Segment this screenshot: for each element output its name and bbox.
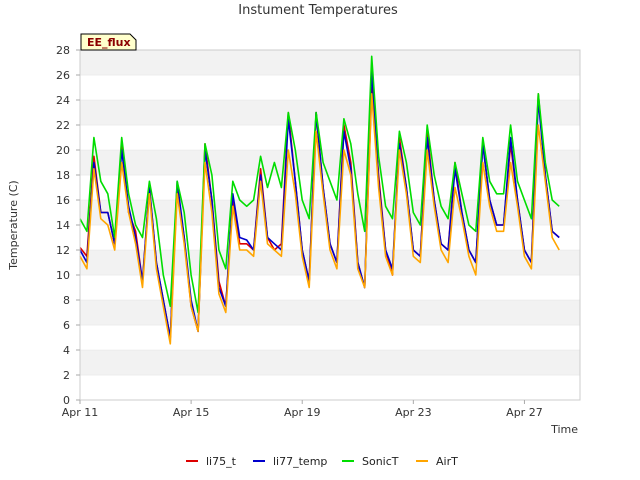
grid-band: [79, 299, 581, 326]
grid-band: [79, 49, 581, 76]
legend: li75_t li77_temp SonicT AirT: [186, 455, 458, 468]
legend-label-airt: AirT: [436, 455, 458, 468]
flux-badge: EE_flux: [80, 33, 137, 51]
y-tick-label: 12: [56, 244, 70, 257]
grid-band: [79, 74, 581, 101]
grid-band: [79, 149, 581, 176]
y-tick-label: 24: [56, 94, 70, 107]
y-tick-label: 6: [63, 319, 70, 332]
grid-band: [79, 324, 581, 351]
y-tick-label: 22: [56, 119, 70, 132]
y-tick-label: 16: [56, 194, 70, 207]
y-tick-label: 26: [56, 69, 70, 82]
x-tick-label: Apr 11: [62, 406, 99, 419]
legend-label-li77-temp: li77_temp: [273, 455, 327, 468]
grid-band: [79, 349, 581, 376]
x-tick-label: Apr 23: [395, 406, 432, 419]
grid-band: [79, 374, 581, 401]
y-tick-label: 0: [63, 394, 70, 407]
x-tick-label: Apr 15: [173, 406, 210, 419]
grid-band: [79, 124, 581, 151]
y-tick-label: 10: [56, 269, 70, 282]
legend-label-li75-t: li75_t: [206, 455, 237, 468]
series-line-airt: [79, 93, 560, 345]
series-line-sonict: [79, 55, 560, 314]
badge-label: EE_flux: [87, 36, 131, 49]
y-tick-label: 18: [56, 169, 70, 182]
y-tick-label: 28: [56, 44, 70, 57]
x-axis: Apr 11 Apr 15 Apr 19 Apr 23 Apr 27: [62, 400, 543, 419]
x-axis-title: Time: [550, 423, 578, 436]
y-tick-label: 4: [63, 344, 70, 357]
grid-band: [79, 99, 581, 126]
grid-bands: [79, 49, 581, 401]
badge-box: [80, 33, 137, 51]
y-tick-label: 20: [56, 144, 70, 157]
y-tick-label: 8: [63, 294, 70, 307]
legend-label-sonict: SonicT: [362, 455, 399, 468]
x-tick-label: Apr 19: [284, 406, 321, 419]
y-tick-label: 2: [63, 369, 70, 382]
y-axis-title: Temperature (C): [7, 180, 20, 270]
series-line-li77-temp: [79, 68, 560, 339]
grid-band: [79, 274, 581, 301]
chart-title: Instument Temperatures: [238, 3, 398, 18]
y-tick-label: 14: [56, 219, 70, 232]
x-tick-label: Apr 27: [506, 406, 543, 419]
series-lines: [79, 55, 560, 345]
